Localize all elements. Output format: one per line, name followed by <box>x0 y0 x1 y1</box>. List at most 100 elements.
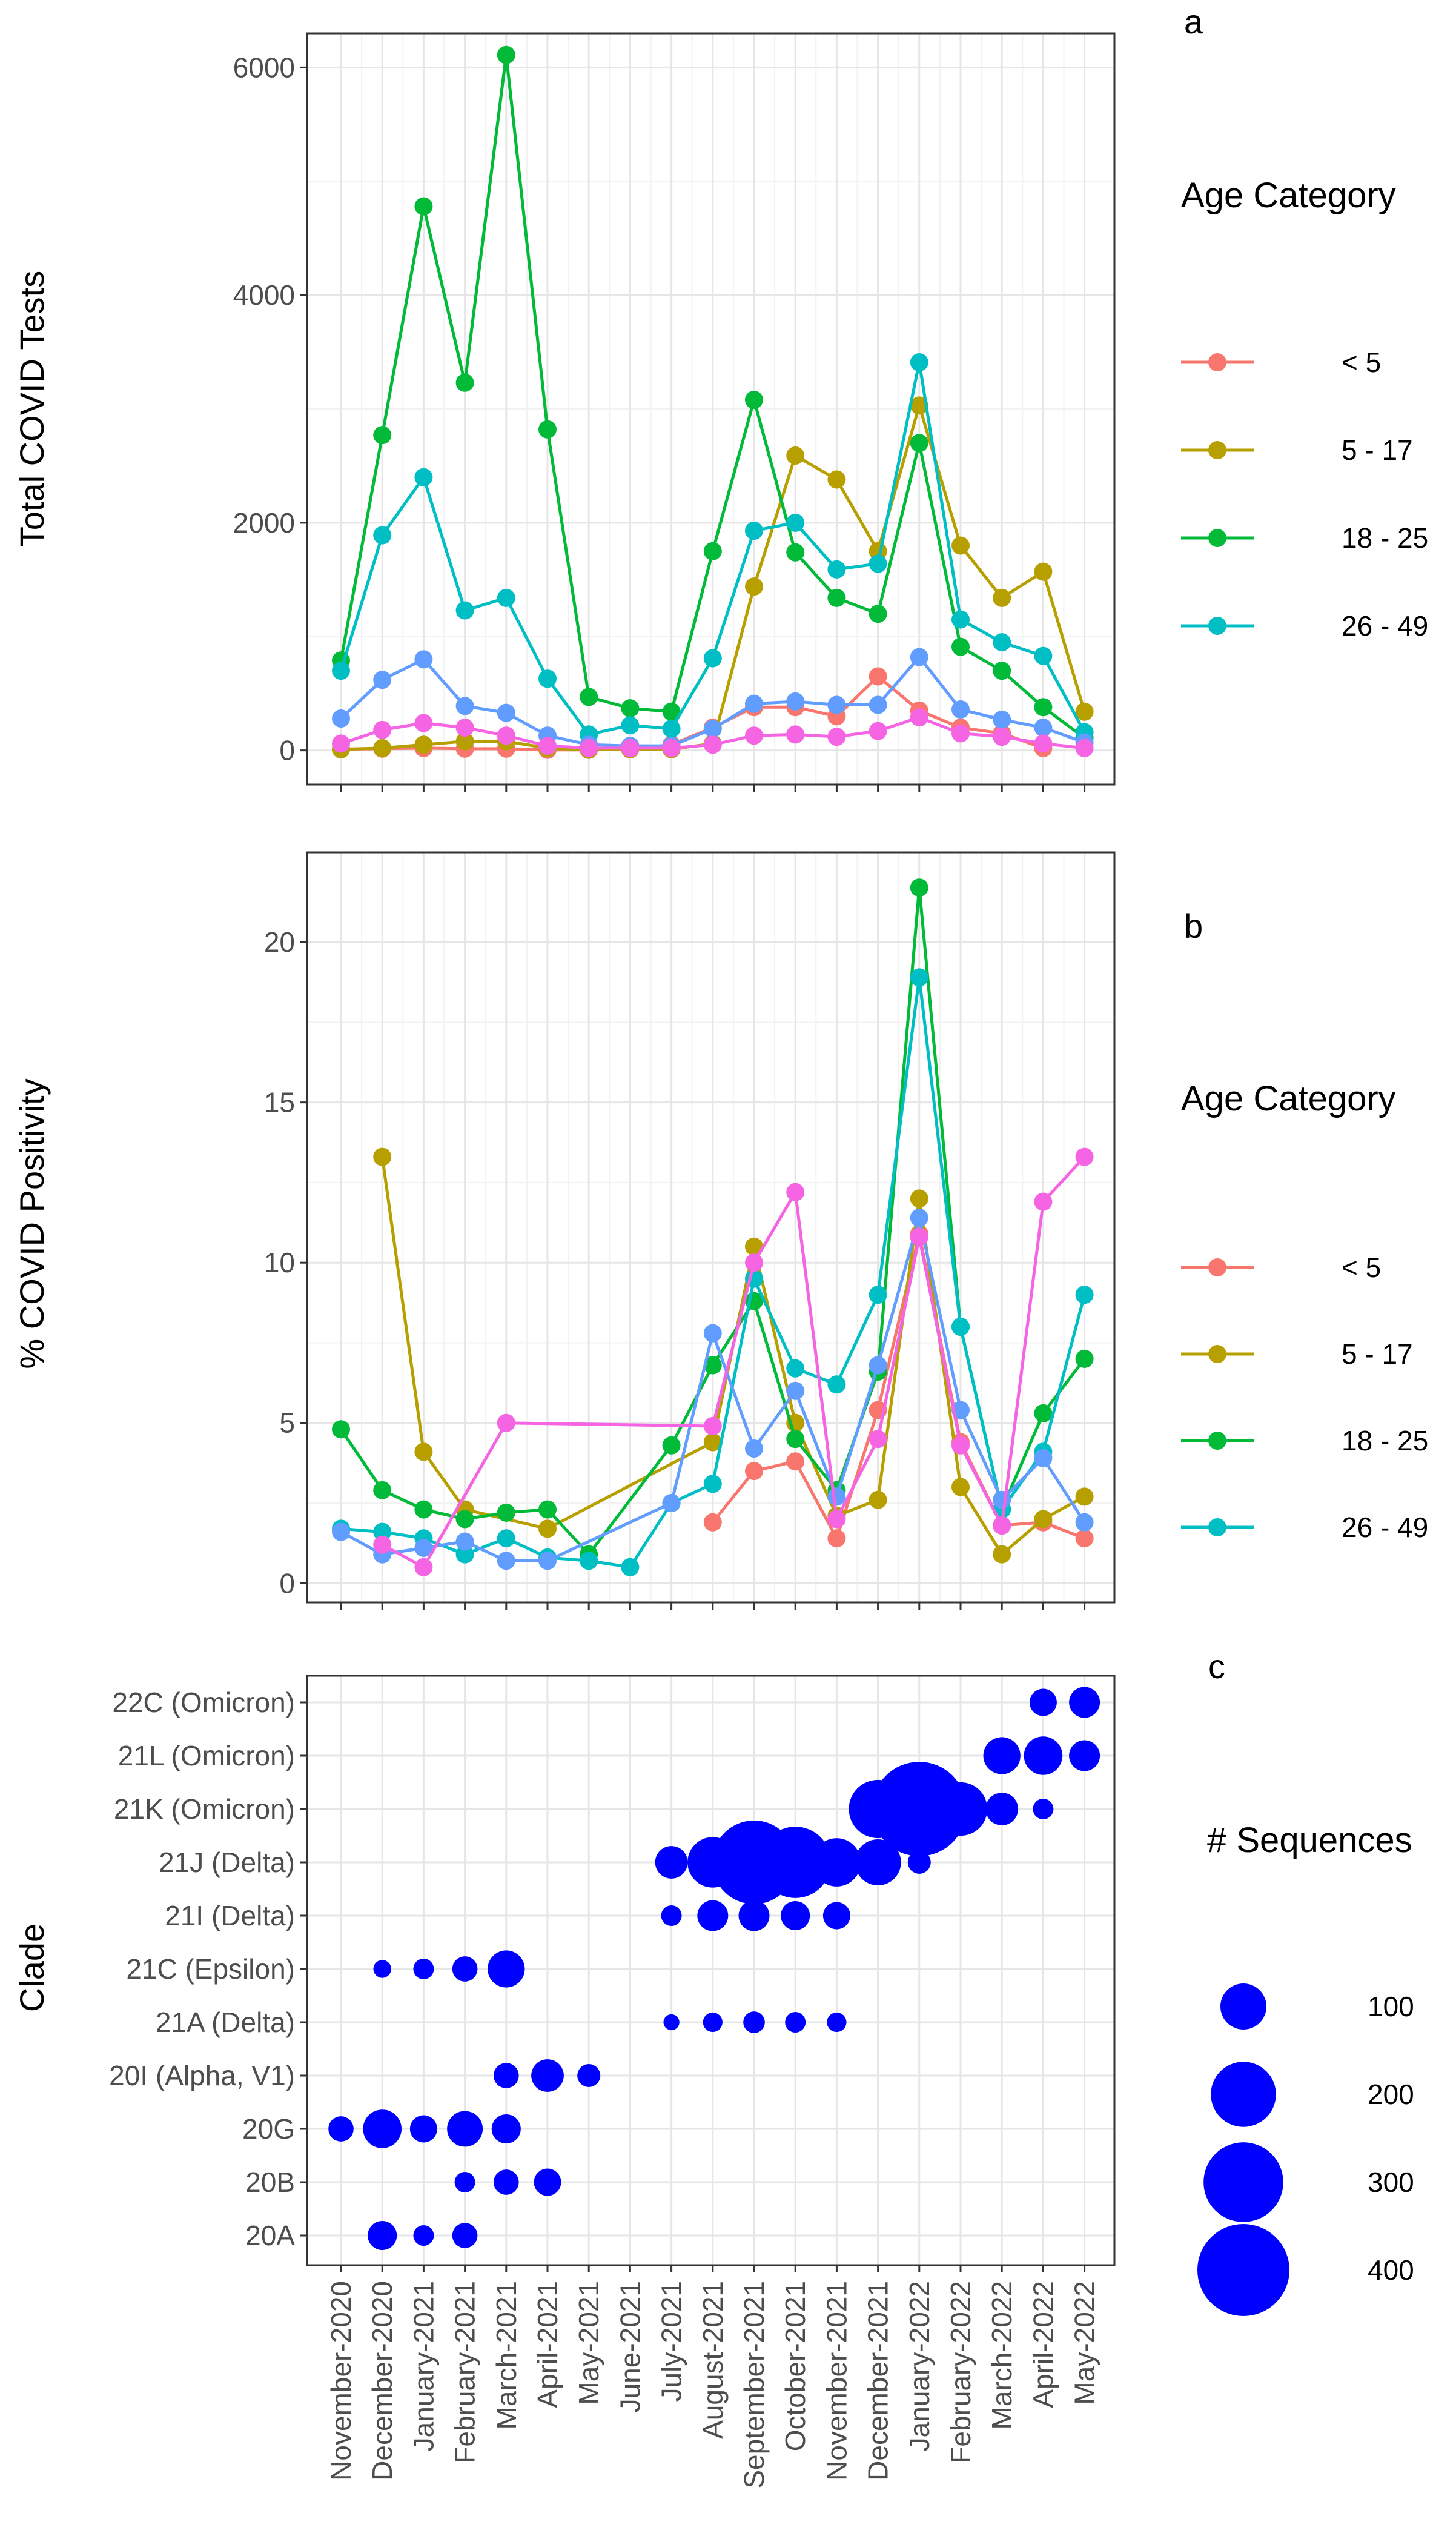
data-point <box>1075 1487 1094 1506</box>
data-point <box>1034 562 1053 581</box>
data-point <box>910 434 928 453</box>
data-point <box>951 1401 970 1419</box>
data-point <box>414 197 433 216</box>
data-point <box>910 1227 928 1246</box>
data-point <box>910 708 928 727</box>
data-point <box>621 699 640 718</box>
legend-label: 5 - 17 <box>1342 1338 1413 1370</box>
panel-a-legend-title: Age Category <box>1181 176 1396 215</box>
data-point <box>786 725 805 744</box>
data-point <box>786 1183 805 1201</box>
data-point <box>703 542 722 560</box>
x-tick-label: June-2021 <box>614 2281 646 2412</box>
data-point <box>703 735 722 754</box>
data-point <box>951 536 970 555</box>
data-point <box>373 671 392 689</box>
clade-bubble <box>493 2169 519 2195</box>
legend-key-point <box>1208 1432 1226 1450</box>
data-point <box>827 1529 846 1548</box>
data-point <box>662 702 681 721</box>
data-point <box>786 1452 805 1471</box>
panel-c-grid <box>307 1676 1114 2265</box>
data-point <box>703 1475 722 1493</box>
series-line <box>711 1232 1085 1540</box>
data-point <box>373 720 392 739</box>
clade-bubble <box>1024 1736 1063 1775</box>
data-point <box>1034 646 1053 665</box>
y-tick-label: 22C (Omicron) <box>112 1687 295 1718</box>
data-point <box>414 735 433 754</box>
x-tick-label: November-2020 <box>325 2281 357 2481</box>
data-point <box>869 695 887 714</box>
clade-bubble <box>413 2225 434 2246</box>
data-point <box>993 588 1011 607</box>
data-point <box>497 726 515 745</box>
data-point <box>827 728 846 746</box>
x-tick-label: November-2021 <box>821 2281 852 2481</box>
legend-label: 400 <box>1368 2254 1414 2286</box>
data-point <box>538 1519 557 1538</box>
clade-bubble <box>452 1956 478 1982</box>
legend-bubble <box>1220 1983 1266 2030</box>
y-tick-label: 0 <box>279 735 295 766</box>
clade-bubble <box>1033 1799 1054 1819</box>
legend-label: 26 - 49 <box>1342 1512 1428 1543</box>
x-tick-label: December-2020 <box>366 2281 398 2481</box>
data-point <box>1034 1449 1053 1467</box>
x-tick-label: March-2022 <box>986 2281 1018 2429</box>
legend-label: 5 - 17 <box>1342 434 1413 466</box>
clade-bubble <box>985 1793 1019 1825</box>
data-point <box>786 1359 805 1378</box>
legend-bubble <box>1203 2142 1283 2222</box>
x-tick-label: October-2021 <box>779 2281 811 2451</box>
clade-bubble <box>409 2115 437 2143</box>
y-tick-label: 15 <box>264 1087 295 1118</box>
data-point <box>455 1545 474 1564</box>
data-point <box>332 734 350 753</box>
data-point <box>497 45 515 64</box>
data-point <box>414 714 433 732</box>
clade-bubble <box>491 2114 521 2144</box>
legend-label: 26 - 49 <box>1342 610 1428 642</box>
data-point <box>414 1539 433 1558</box>
data-point <box>827 1375 846 1394</box>
x-tick-label: August-2021 <box>697 2281 729 2439</box>
clade-bubble <box>454 2172 475 2192</box>
data-point <box>414 650 433 669</box>
clade-bubble <box>577 2064 601 2087</box>
data-point <box>455 601 474 620</box>
y-tick-label: 20A <box>245 2220 295 2251</box>
legend-key-point <box>1208 529 1226 547</box>
clade-bubble <box>655 1846 688 1879</box>
data-point <box>455 719 474 737</box>
data-point <box>455 373 474 392</box>
data-point <box>621 739 640 757</box>
data-point <box>703 1417 722 1436</box>
data-point <box>373 1481 392 1499</box>
legend-key-point <box>1208 1345 1226 1363</box>
clade-bubble <box>703 2012 723 2033</box>
legend-key-point <box>1208 1518 1226 1536</box>
series-line <box>380 1157 1085 1556</box>
panel-a-tests: 0 2000 4000 6000 a Total COVID Tests Age Ca… <box>13 2 1428 792</box>
x-tick-label: January-2022 <box>904 2281 935 2451</box>
data-point <box>869 722 887 740</box>
y-tick-label: 21I (Delta) <box>165 1900 295 1931</box>
clade-bubble <box>534 2168 561 2196</box>
data-point <box>538 1552 557 1570</box>
data-point <box>1075 1349 1094 1368</box>
panel-b-positivity: 0 5 10 15 20 b % COVID Positivity Age Catego… <box>13 851 1428 1610</box>
legend-label: 200 <box>1368 2079 1414 2110</box>
x-tick-label: May-2021 <box>573 2281 604 2405</box>
data-point <box>662 739 681 757</box>
clade-bubble <box>812 1838 861 1887</box>
data-point <box>1034 1192 1053 1211</box>
data-point <box>869 605 887 623</box>
y-tick-label: 20B <box>245 2166 295 2198</box>
data-point <box>580 1552 598 1570</box>
data-point <box>745 577 763 596</box>
panel-a-tag: a <box>1184 2 1203 41</box>
data-point <box>869 1430 887 1449</box>
panel-c-border <box>306 1675 1116 2266</box>
data-point <box>910 878 928 897</box>
